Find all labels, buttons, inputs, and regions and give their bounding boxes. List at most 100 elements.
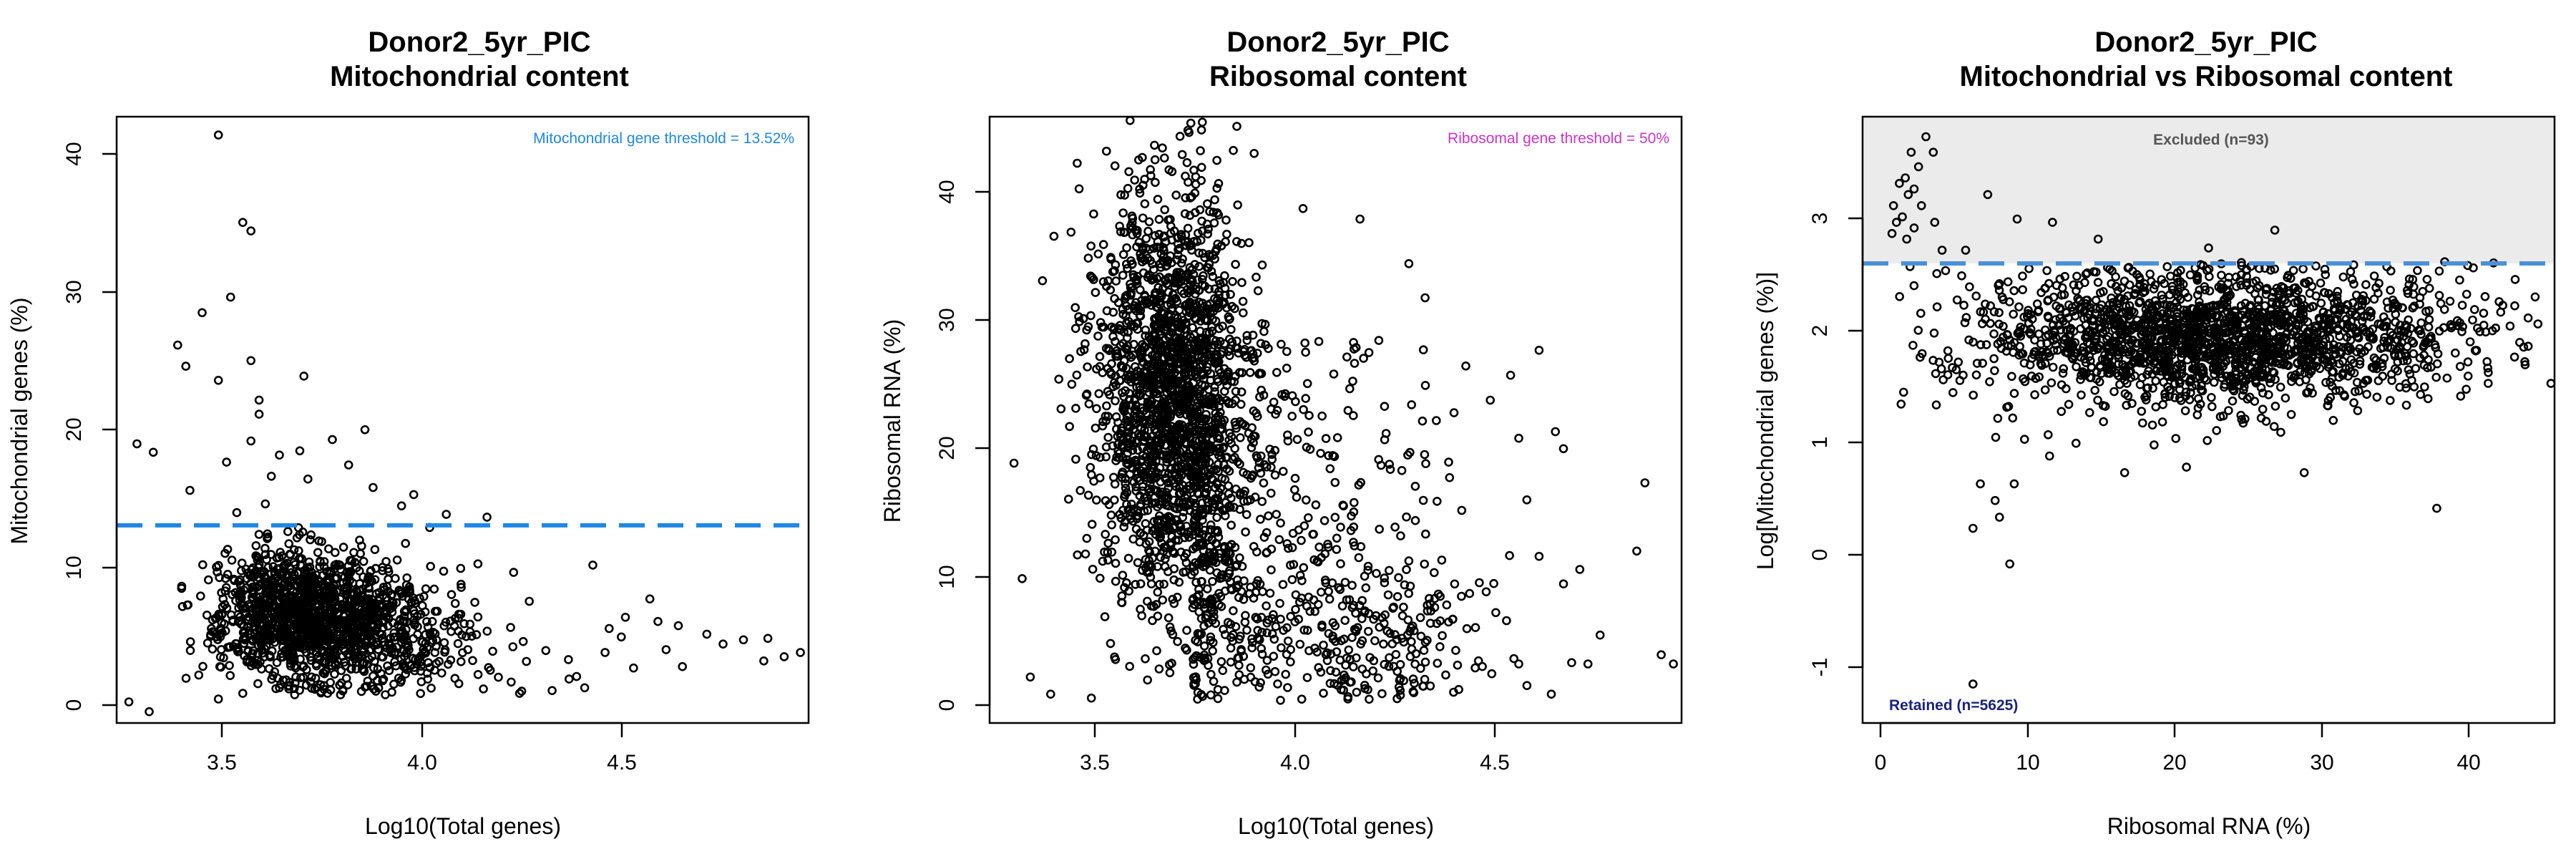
panel1-point [564, 655, 573, 664]
panel2-point [1166, 464, 1176, 474]
panel1-point [315, 556, 325, 566]
panel2-point [1289, 560, 1299, 569]
panel2-point [1355, 214, 1365, 224]
panel2-point [1420, 559, 1429, 569]
panel2-point [1321, 434, 1331, 443]
panel1-point [482, 626, 492, 636]
panel3-point [2423, 394, 2433, 404]
panel2-point [1157, 538, 1166, 548]
panel2-point [1299, 521, 1309, 530]
panel2-point [1330, 621, 1340, 631]
panel1-point [467, 631, 477, 641]
panel2-point [1287, 543, 1297, 553]
panel2-point [1425, 593, 1434, 603]
panel2-point [1091, 288, 1101, 297]
panel3-point [2197, 381, 2206, 391]
panel1-point [251, 634, 260, 644]
panel2-point [1262, 462, 1272, 472]
panel2-point [1551, 427, 1560, 437]
panel2-point [1191, 180, 1201, 189]
panel1-point [226, 610, 236, 620]
panel2-point [1153, 405, 1163, 415]
panel3-point [2085, 408, 2094, 417]
panel1-point [280, 577, 290, 587]
panel2-point [1640, 478, 1650, 487]
panel2-point [1118, 250, 1128, 259]
panel2-point [1171, 447, 1181, 457]
panel2-point [1139, 378, 1148, 388]
panel2-point [1231, 423, 1241, 433]
panel2-point [1138, 300, 1148, 309]
panel1-point [307, 672, 316, 682]
panel2-point [1153, 195, 1163, 204]
panel2-point [1272, 405, 1282, 415]
panel1-point [124, 697, 134, 707]
panel2-ytick-label: 0 [935, 699, 959, 712]
panel1-point [405, 661, 415, 670]
panel2-point [1421, 459, 1430, 469]
panel2-point [1226, 503, 1235, 512]
panel1-point [384, 586, 394, 596]
panel3-point [2409, 382, 2419, 392]
panel2-point [1199, 271, 1208, 281]
panel2-point [1372, 568, 1381, 578]
panel2-point [1207, 605, 1216, 615]
panel2-point [1567, 658, 1576, 668]
panel3-point [2407, 336, 2417, 346]
panel3-point [2077, 390, 2086, 400]
panel2-point [1102, 146, 1111, 156]
panel2-point [1150, 387, 1160, 397]
panel3-point [2361, 296, 2371, 306]
panel1-point [356, 621, 366, 631]
panel2-point [1038, 276, 1048, 286]
panel1-point [321, 612, 331, 622]
panel2-point [1205, 470, 1214, 480]
panel2-point [1415, 613, 1425, 623]
panel2-point [1154, 229, 1164, 239]
panel2-point [1153, 516, 1162, 526]
panel3-point [2373, 376, 2384, 386]
panel2-point [1489, 578, 1498, 588]
panel1-point [195, 591, 205, 601]
panel2-point [1131, 486, 1141, 496]
panel1-point [275, 683, 284, 693]
panel1-point [368, 671, 378, 681]
panel2-point [1267, 450, 1277, 460]
panel1-point [653, 616, 663, 626]
panel2-point [1277, 643, 1286, 653]
panel2-point [1223, 618, 1233, 627]
panel1-point [564, 674, 574, 684]
panel3-point [1931, 369, 1941, 379]
panel2-point [1098, 421, 1108, 431]
panel2-point [1054, 374, 1063, 384]
panel1-point [447, 626, 456, 636]
panel1-point [210, 613, 220, 623]
panel1-point [185, 485, 195, 495]
panel1-point [306, 530, 316, 540]
panel3-point [2009, 309, 2018, 319]
panel2-point [1441, 670, 1450, 680]
panel1-point [355, 612, 364, 622]
panel2-point [1107, 359, 1116, 369]
panel2-point [1264, 511, 1273, 521]
panel2-point [1271, 621, 1281, 631]
panel3-point [2096, 288, 2105, 298]
panel3-point [2074, 281, 2084, 290]
panel1-point [299, 372, 309, 381]
panel2-point [1195, 414, 1205, 423]
panel2-point [1110, 161, 1120, 170]
panel2-point [1122, 578, 1131, 588]
panel1-point [436, 668, 447, 678]
panel2-point [1328, 631, 1337, 641]
panel2-point [1317, 411, 1327, 421]
panel-mito-vs-ribo: Donor2_5yr_PIC Mitochondrial vs Ribosoma… [1752, 26, 2556, 839]
panel2-point [1206, 632, 1216, 642]
panel1-point [242, 573, 252, 583]
panel1-point [185, 637, 195, 646]
panel1-ytick-label: 10 [62, 555, 86, 579]
panel2-point [1396, 531, 1405, 540]
panel1-point [430, 665, 439, 675]
panel3-point [1909, 281, 1919, 291]
panel1-point [240, 651, 249, 661]
panel2-point [1122, 259, 1131, 269]
